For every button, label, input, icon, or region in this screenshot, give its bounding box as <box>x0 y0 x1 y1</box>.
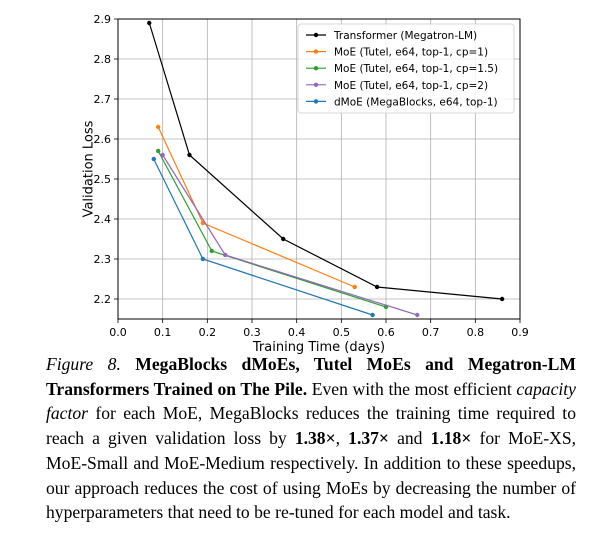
figure-label: Figure 8. <box>46 354 121 374</box>
data-point-2 <box>209 248 214 254</box>
chart-svg: 0.0 0.1 0.2 0.3 0.4 0.5 0.6 0.7 0.8 0.9 2.2 2.3 2.4 2… <box>82 13 529 355</box>
figure-title: MegaBlocks dMoEs, Tutel MoEs and Megatro… <box>46 354 576 399</box>
x-tick-label: 0.4 <box>288 326 306 339</box>
data-point-0 <box>147 20 152 26</box>
data-point-3 <box>415 312 420 318</box>
x-tick-label: 0.2 <box>199 326 217 339</box>
speedup-xs: 1.38× <box>294 428 336 449</box>
legend-swatch-marker <box>313 49 319 54</box>
x-tick-label: 0.1 <box>154 326 172 339</box>
data-point-4 <box>200 256 206 262</box>
y-tick-label: 2.4 <box>94 213 112 226</box>
data-point-4 <box>370 312 375 318</box>
caption-text-2: for each MoE, MegaBlocks reduces the tra… <box>46 403 576 449</box>
data-point-3 <box>223 252 228 258</box>
legend-swatch-marker <box>313 99 319 104</box>
caption-sep-1: , <box>335 428 341 449</box>
legend-swatch-marker <box>313 32 319 38</box>
series-layer <box>147 20 505 318</box>
legend-entry: dMoE (MegaBlocks, e64, top-1) <box>334 96 498 108</box>
y-axis-label: Validation Loss <box>82 120 97 217</box>
data-point-0 <box>281 236 286 242</box>
x-tick-label: 0.7 <box>422 326 440 339</box>
legend-entry: Transformer (Megatron-LM) <box>333 30 477 42</box>
legend: Transformer (Megatron-LM) MoE (Tutel, e64… <box>297 23 515 114</box>
speedup-medium: 1.18× <box>430 428 472 449</box>
speedup-small: 1.37× <box>348 428 389 449</box>
data-point-1 <box>156 124 161 130</box>
y-tick-label: 2.7 <box>94 93 112 106</box>
data-point-0 <box>499 296 505 302</box>
data-point-2 <box>156 148 161 154</box>
data-point-4 <box>151 156 156 162</box>
x-tick-label: 0.6 <box>377 326 395 339</box>
legend-entry: MoE (Tutel, e64, top-1, cp=2) <box>334 80 488 92</box>
y-tick-label: 2.9 <box>94 13 112 26</box>
caption-text-3: for MoE-XS, MoE-Small and MoE-Medium res… <box>46 428 577 523</box>
legend-entry: MoE (Tutel, e64, top-1, cp=1) <box>334 47 488 59</box>
data-point-3 <box>160 152 165 158</box>
legend-entry: MoE (Tutel, e64, top-1, cp=1.5) <box>334 63 498 75</box>
legend-swatch-marker <box>313 66 319 71</box>
x-tick-label: 0.9 <box>511 326 529 339</box>
data-point-0 <box>187 152 192 158</box>
data-point-1 <box>352 284 357 290</box>
y-tick-label: 2.8 <box>94 53 112 66</box>
plot-frame <box>117 18 521 320</box>
figure-caption: Figure 8. MegaBlocks dMoEs, Tutel MoEs a… <box>46 352 576 525</box>
ticks: 0.0 0.1 0.2 0.3 0.4 0.5 0.6 0.7 0.8 0.9 2.2 2.3 2.4 2… <box>94 13 529 339</box>
data-point-0 <box>374 284 380 290</box>
caption-sep-2: and <box>397 428 423 449</box>
caption-text-1: Even with the most efficient <box>311 378 512 399</box>
y-tick-label: 2.2 <box>94 293 112 306</box>
y-tick-label: 2.6 <box>94 133 112 146</box>
x-tick-label: 0.3 <box>243 326 261 339</box>
legend-swatch-marker <box>313 82 319 88</box>
legend-box <box>297 23 515 114</box>
x-tick-label: 0.0 <box>109 326 127 339</box>
x-axis-label: Training Time (days) <box>252 340 385 355</box>
y-tick-label: 2.3 <box>94 253 112 266</box>
capacity-factor-term: capacity factor <box>46 378 576 424</box>
x-tick-label: 0.5 <box>333 326 351 339</box>
chart: 0.0 0.1 0.2 0.3 0.4 0.5 0.6 0.7 0.8 0.9 2.2 2.3 2.4 2… <box>82 13 529 355</box>
y-tick-label: 2.5 <box>94 173 112 186</box>
x-tick-label: 0.8 <box>467 326 485 339</box>
